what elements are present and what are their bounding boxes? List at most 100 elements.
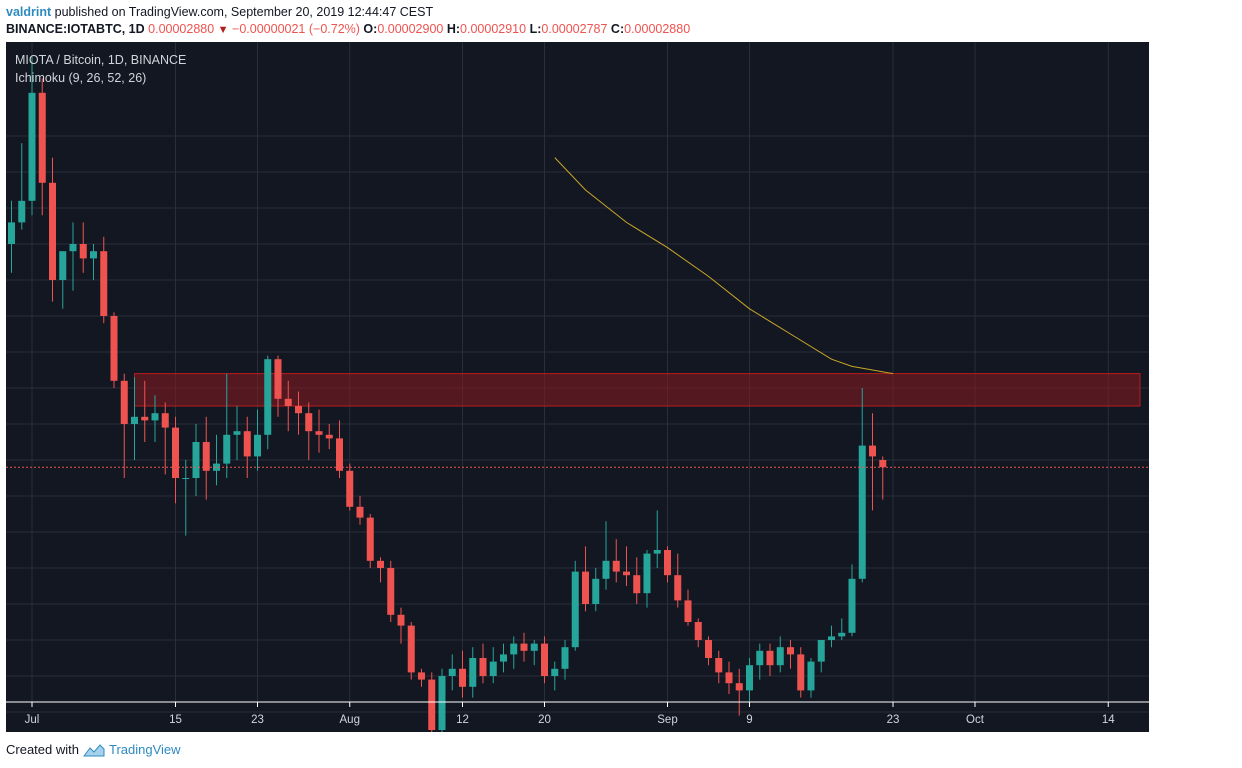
time-axis[interactable]: Jul 15 23 Aug 12 20 Sep 9 23 Oct 14	[25, 702, 1116, 726]
candle-body	[18, 200, 26, 223]
candle-body	[694, 622, 702, 640]
candle-body	[438, 676, 446, 730]
candle-body	[633, 575, 641, 594]
candle-body	[489, 661, 497, 676]
down-arrow-icon: ▼	[217, 24, 229, 36]
ichimoku-baseline	[554, 157, 894, 375]
candle-body	[346, 470, 354, 507]
candle-body	[274, 359, 282, 399]
candle-body	[459, 668, 466, 687]
last-price: 0.00002880	[148, 22, 215, 36]
candle-body	[428, 679, 436, 730]
candle-body	[141, 416, 149, 421]
candle-body	[8, 222, 15, 244]
candle-body	[325, 434, 333, 439]
candle-body	[377, 560, 384, 568]
candles	[0, 56, 887, 745]
candle-body	[100, 251, 108, 316]
candle-body	[469, 658, 477, 687]
price-chart[interactable]: 0.000038000.000037000.000036000.00003500…	[0, 42, 1227, 755]
candle-body	[336, 438, 343, 471]
x-tick-label: 12	[456, 714, 469, 726]
candle-body	[684, 600, 692, 622]
candle-body	[500, 654, 507, 662]
candle-body	[520, 643, 528, 651]
candle-body	[120, 380, 128, 424]
open-value: 0.00002900	[377, 22, 444, 36]
candle-body	[674, 575, 682, 601]
symbol-bar: BINANCE:IOTABTC, 1D 0.00002880 ▼ −0.0000…	[6, 22, 690, 36]
candle-body	[254, 434, 261, 457]
author-link[interactable]: valdrint	[6, 5, 52, 19]
candle-body	[407, 625, 415, 673]
candle-body	[264, 359, 272, 435]
tradingview-brand[interactable]: TradingView	[108, 742, 181, 757]
x-tick-label: Oct	[966, 714, 985, 726]
candle-body	[756, 650, 764, 666]
candle-body	[807, 661, 815, 691]
candle-body	[776, 647, 784, 666]
candle-body	[418, 672, 425, 680]
candle-body	[551, 668, 559, 676]
x-tick-label: 23	[251, 714, 264, 726]
candle-body	[612, 560, 620, 572]
candle-body	[69, 244, 77, 252]
candle-body	[510, 643, 518, 655]
candle-body	[787, 647, 794, 655]
candle-body	[366, 517, 374, 561]
candle-body	[623, 571, 630, 576]
candle-body	[561, 647, 569, 669]
candle-body	[879, 460, 887, 468]
tradingview-logo-icon	[82, 743, 105, 756]
low-label: L:	[529, 22, 542, 36]
candle-body	[161, 413, 169, 428]
created-with-label: Created with	[6, 742, 79, 757]
candle-body	[869, 445, 876, 457]
candle-body	[223, 434, 231, 464]
candle-body	[643, 553, 651, 594]
chart-container[interactable]: 0.000038000.000037000.000036000.00003500…	[0, 42, 1227, 755]
candle-body	[817, 640, 825, 662]
candle-body	[28, 92, 36, 201]
candle-body	[530, 643, 538, 651]
x-tick-label: Sep	[657, 714, 677, 726]
high-label: H:	[446, 22, 461, 36]
close-value: 0.00002880	[624, 22, 691, 36]
candle-body	[705, 640, 712, 658]
candle-body	[59, 251, 67, 280]
published-text: published on TradingView.com, September …	[51, 5, 434, 19]
legend-indicator: Ichimoku (9, 26, 52, 26)	[15, 71, 146, 85]
candle-body	[305, 413, 313, 432]
x-tick-label: 20	[538, 714, 551, 726]
candle-body	[479, 658, 487, 676]
candle-body	[858, 445, 866, 579]
candle-body	[746, 665, 753, 691]
candle-body	[592, 578, 600, 604]
candle-body	[284, 398, 292, 406]
candle-body	[151, 413, 159, 421]
x-tick-label: 23	[887, 714, 900, 726]
legend-title: MIOTA / Bitcoin, 1D, BINANCE	[15, 53, 186, 67]
candle-body	[797, 654, 805, 691]
candle-body	[838, 632, 846, 637]
candle-body	[172, 427, 179, 478]
x-tick-label: 9	[746, 714, 752, 726]
footer: Created with TradingView	[6, 742, 181, 757]
candle-body	[356, 506, 364, 518]
candle-body	[725, 672, 733, 684]
candle-body	[38, 92, 46, 183]
candle-body	[110, 316, 118, 381]
candle-body	[233, 431, 241, 435]
candle-body	[202, 442, 210, 471]
candle-body	[192, 442, 200, 478]
open-label: O:	[363, 22, 378, 36]
close-label: C:	[610, 22, 625, 36]
publish-info: valdrint published on TradingView.com, S…	[6, 5, 433, 19]
candle-body	[213, 463, 220, 471]
candle-body	[131, 416, 138, 424]
candle-body	[448, 668, 456, 676]
candle-body	[766, 650, 774, 666]
high-value: 0.00002910	[460, 22, 527, 36]
candle-body	[79, 244, 87, 259]
candle-body	[582, 571, 589, 604]
